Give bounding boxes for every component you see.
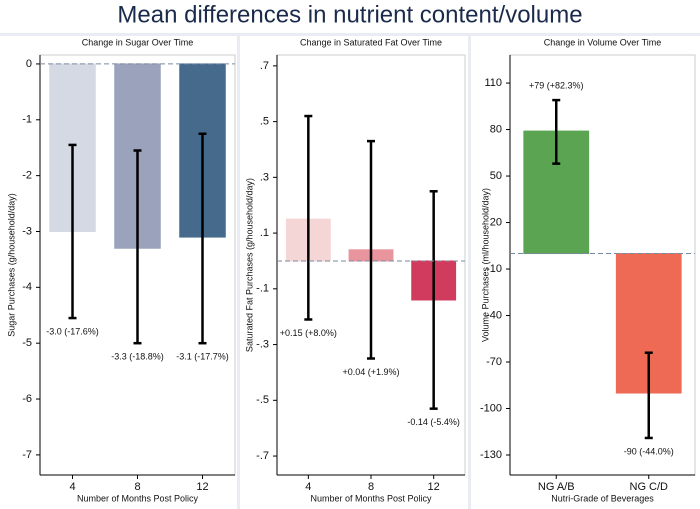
value-label: +0.15 (+8.0%)	[280, 328, 337, 338]
y-tick-label: -.5	[256, 394, 269, 406]
x-tick-label: 8	[134, 481, 140, 493]
y-axis-label: Volume Purchases (ml/household/day)	[480, 188, 490, 342]
x-axis-label: Number of Months Post Policy	[77, 493, 199, 503]
y-axis-label: Saturated Fat Purchases (g/household/day…	[244, 178, 254, 352]
y-axis-label: Sugar Purchases (g/household/day)	[6, 193, 16, 337]
y-tick-label: -10	[486, 263, 502, 275]
y-tick-label: .5	[260, 116, 269, 128]
x-axis-label: Nutri-Grade of Beverages	[551, 493, 654, 503]
title-band	[0, 0, 700, 33]
y-tick-label: -100	[480, 402, 502, 414]
panel-title: Change in Saturated Fat Over Time	[300, 37, 442, 47]
x-tick-label: 8	[368, 481, 374, 493]
panel-title: Change in Volume Over Time	[544, 37, 662, 47]
y-tick-label: -4	[22, 281, 32, 293]
value-label: -90 (-44.0%)	[624, 446, 674, 456]
value-label: -3.3 (-18.8%)	[111, 352, 164, 362]
y-tick-label: -40	[486, 309, 502, 321]
y-tick-label: -70	[486, 356, 502, 368]
panel-title: Change in Sugar Over Time	[82, 37, 194, 47]
y-tick-label: -6	[22, 393, 32, 405]
y-tick-label: -5	[22, 337, 32, 349]
y-tick-label: 0	[26, 58, 32, 70]
x-tick-label: 12	[428, 481, 440, 493]
value-label: +0.04 (+1.9%)	[342, 367, 399, 377]
x-tick-label: 12	[196, 481, 208, 493]
x-tick-label: 4	[305, 481, 311, 493]
y-tick-label: -1	[22, 114, 32, 126]
y-tick-label: .1	[260, 227, 269, 239]
y-tick-label: -.3	[256, 338, 269, 350]
y-tick-label: 20	[490, 216, 502, 228]
chart-title: Mean differences in nutrient content/vol…	[117, 1, 582, 28]
x-tick-label: NG A/B	[538, 481, 575, 493]
y-tick-label: -2	[22, 170, 32, 182]
y-tick-label: .3	[260, 171, 269, 183]
value-label: +79 (+82.3%)	[529, 80, 584, 90]
x-axis-label: Number of Months Post Policy	[310, 493, 432, 503]
y-tick-label: -130	[480, 449, 502, 461]
value-label: -3.0 (-17.6%)	[46, 326, 99, 336]
y-tick-label: .7	[260, 60, 269, 72]
y-tick-label: -3	[22, 225, 32, 237]
y-tick-label: 110	[484, 77, 502, 89]
value-label: -0.14 (-5.4%)	[407, 417, 460, 427]
y-tick-label: 80	[490, 123, 502, 135]
y-tick-label: -.7	[256, 450, 269, 462]
value-label: -3.1 (-17.7%)	[176, 352, 229, 362]
y-tick-label: -7	[22, 449, 32, 461]
y-tick-label: -.1	[256, 283, 269, 295]
y-tick-label: 50	[490, 170, 502, 182]
x-tick-label: NG C/D	[630, 481, 669, 493]
x-tick-label: 4	[69, 481, 75, 493]
